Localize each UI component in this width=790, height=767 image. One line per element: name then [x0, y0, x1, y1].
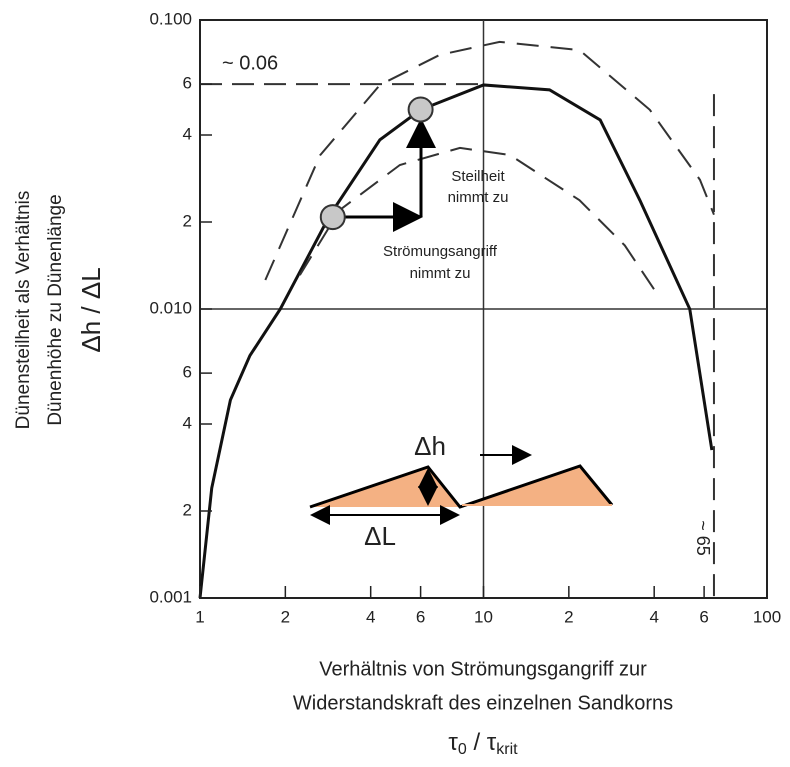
- annotation: nimmt zu: [448, 189, 509, 206]
- x-axis-label: Verhältnis von Strömungsgangriff zur: [319, 658, 647, 680]
- y-tick-label: 6: [183, 363, 192, 382]
- x-tick-label: 100: [753, 607, 781, 626]
- point: [407, 96, 434, 123]
- y-tick-label: 4: [183, 413, 192, 432]
- x-tick-label: 10: [474, 607, 493, 626]
- x-tick-label: 4: [366, 607, 375, 626]
- x-tick-label: 6: [416, 607, 425, 626]
- y-tick-label: 0.100: [149, 9, 192, 28]
- y-tick-label: 2: [183, 500, 192, 519]
- dashed-curve: [298, 146, 656, 291]
- curve: [198, 83, 714, 599]
- y-tick-label: 4: [183, 124, 192, 143]
- y-axis-symbol: Δh / ΔL: [76, 267, 106, 352]
- symbol-part: τ: [448, 729, 458, 756]
- x-tick-label: 2: [564, 607, 573, 626]
- reference-label: ~ 0.06: [222, 52, 278, 74]
- symbol-part: krit: [496, 741, 518, 758]
- y-tick-label: 0.001: [149, 587, 192, 606]
- y-tick-label: 6: [183, 74, 192, 93]
- annotation: Steilheit: [451, 168, 505, 185]
- y-tick-label: 2: [183, 211, 192, 230]
- point: [319, 204, 346, 231]
- dune-sketch: [309, 445, 614, 525]
- y-tick-label: 0.010: [149, 298, 192, 317]
- symbol-part: 0: [458, 741, 467, 758]
- x-tick-label: 1: [195, 607, 204, 626]
- annotation: Strömungsangriff: [383, 243, 498, 260]
- annotation: nimmt zu: [410, 265, 471, 282]
- y-axis-label: Dünenhöhe zu Dünenlänge: [45, 194, 66, 425]
- dashed-curve: [264, 40, 715, 281]
- reference-label: ~ 65: [693, 520, 713, 556]
- x-axis-symbol: τ0 / τkrit: [448, 729, 518, 758]
- dune-length-label: ΔL: [364, 521, 396, 551]
- y-axis-label: Dünensteilheit als Verhältnis: [13, 191, 34, 430]
- x-tick-label: 2: [281, 607, 290, 626]
- symbol-part: / τ: [467, 729, 497, 756]
- x-tick-label: 6: [699, 607, 708, 626]
- x-axis-label: Widerstandskraft des einzelnen Sandkorns: [293, 692, 673, 714]
- dune-height-label: Δh: [414, 431, 446, 461]
- x-tick-label: 4: [649, 607, 658, 626]
